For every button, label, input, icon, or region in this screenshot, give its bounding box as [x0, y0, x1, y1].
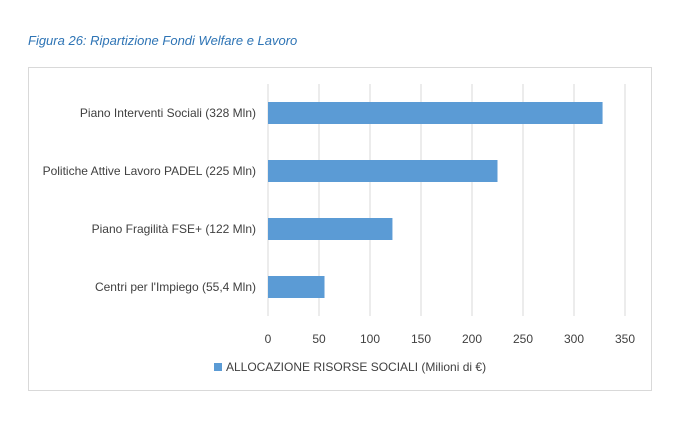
- x-tick-label: 0: [265, 332, 272, 346]
- x-tick-label: 200: [462, 332, 482, 346]
- x-tick-label: 350: [615, 332, 635, 346]
- bar: [268, 160, 498, 182]
- category-label: Centri per l'Impiego (55,4 Mln): [95, 280, 256, 294]
- x-tick-label: 250: [513, 332, 533, 346]
- x-tick-labels: 0 50 100 150 200 250 300 350: [265, 332, 636, 346]
- category-label: Politiche Attive Lavoro PADEL (225 Mln): [43, 164, 256, 178]
- legend: ALLOCAZIONE RISORSE SOCIALI (Milioni di …: [214, 360, 486, 374]
- category-label: Piano Interventi Sociali (328 Mln): [80, 106, 256, 120]
- bar: [268, 276, 325, 298]
- x-tick-label: 300: [564, 332, 584, 346]
- x-tick-label: 100: [360, 332, 380, 346]
- bar: [268, 102, 603, 124]
- x-tick-label: 50: [312, 332, 326, 346]
- bars: [268, 102, 603, 298]
- figure-caption: Figura 26: Ripartizione Fondi Welfare e …: [28, 33, 298, 48]
- x-tick-label: 150: [411, 332, 431, 346]
- legend-label: ALLOCAZIONE RISORSE SOCIALI (Milioni di …: [226, 360, 486, 374]
- bar: [268, 218, 393, 240]
- legend-swatch: [214, 363, 222, 371]
- category-labels: Piano Interventi Sociali (328 Mln) Politi…: [43, 106, 256, 294]
- category-label: Piano Fragilità FSE+ (122 Mln): [92, 222, 256, 236]
